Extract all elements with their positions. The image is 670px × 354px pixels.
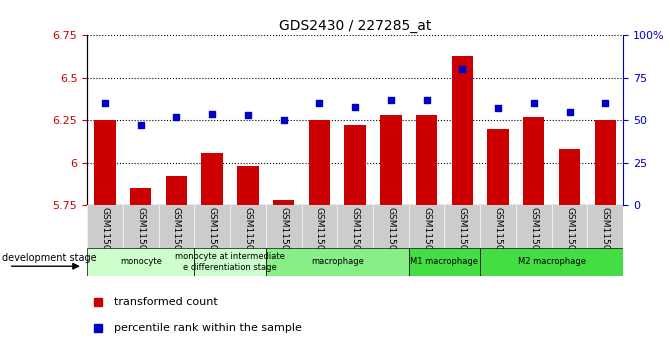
Text: GSM115070: GSM115070 xyxy=(422,207,431,262)
Bar xyxy=(237,166,259,205)
FancyBboxPatch shape xyxy=(266,249,409,275)
Text: M2 macrophage: M2 macrophage xyxy=(518,257,586,267)
Bar xyxy=(94,120,116,205)
Text: GSM115067: GSM115067 xyxy=(315,207,324,262)
Text: transformed count: transformed count xyxy=(114,297,218,307)
Title: GDS2430 / 227285_at: GDS2430 / 227285_at xyxy=(279,19,431,33)
Text: percentile rank within the sample: percentile rank within the sample xyxy=(114,323,302,333)
Point xyxy=(421,97,432,103)
Point xyxy=(457,67,468,72)
Point xyxy=(529,101,539,106)
Text: GSM115071: GSM115071 xyxy=(458,207,467,262)
Bar xyxy=(452,56,473,205)
Bar xyxy=(309,120,330,205)
Bar xyxy=(165,176,187,205)
Text: GSM115068: GSM115068 xyxy=(350,207,360,262)
Bar xyxy=(130,188,151,205)
Bar xyxy=(416,115,438,205)
Point xyxy=(492,105,503,111)
Text: development stage: development stage xyxy=(2,253,96,263)
Text: GSM115074: GSM115074 xyxy=(565,207,574,262)
Bar xyxy=(523,117,545,205)
Text: GSM115064: GSM115064 xyxy=(208,207,216,262)
Text: monocyte at intermediate
e differentiation stage: monocyte at intermediate e differentiati… xyxy=(175,252,285,272)
Text: macrophage: macrophage xyxy=(311,257,364,267)
Point xyxy=(100,101,111,106)
Bar xyxy=(487,129,509,205)
Point xyxy=(135,122,146,128)
Bar xyxy=(559,149,580,205)
Text: GSM115066: GSM115066 xyxy=(279,207,288,262)
Bar xyxy=(344,125,366,205)
Text: GSM115073: GSM115073 xyxy=(529,207,538,262)
Point xyxy=(171,114,182,120)
Text: GSM115062: GSM115062 xyxy=(136,207,145,262)
FancyBboxPatch shape xyxy=(480,249,623,275)
FancyBboxPatch shape xyxy=(194,249,266,275)
Bar xyxy=(273,200,294,205)
Bar xyxy=(380,115,401,205)
Text: GSM115063: GSM115063 xyxy=(172,207,181,262)
Bar xyxy=(594,120,616,205)
Point xyxy=(564,109,575,115)
Text: GSM115069: GSM115069 xyxy=(387,207,395,262)
FancyBboxPatch shape xyxy=(87,249,194,275)
Point xyxy=(243,113,253,118)
Point xyxy=(385,97,396,103)
Point xyxy=(600,101,610,106)
Text: GSM115061: GSM115061 xyxy=(100,207,109,262)
FancyBboxPatch shape xyxy=(87,205,623,248)
Point xyxy=(207,111,218,116)
FancyBboxPatch shape xyxy=(409,249,480,275)
Text: M1 macrophage: M1 macrophage xyxy=(411,257,478,267)
Bar xyxy=(202,153,223,205)
Point xyxy=(314,101,325,106)
Text: GSM115072: GSM115072 xyxy=(494,207,502,262)
Point xyxy=(278,118,289,123)
Text: monocyte: monocyte xyxy=(120,257,161,267)
Text: GSM115075: GSM115075 xyxy=(601,207,610,262)
Point xyxy=(350,104,360,110)
Text: GSM115065: GSM115065 xyxy=(243,207,253,262)
